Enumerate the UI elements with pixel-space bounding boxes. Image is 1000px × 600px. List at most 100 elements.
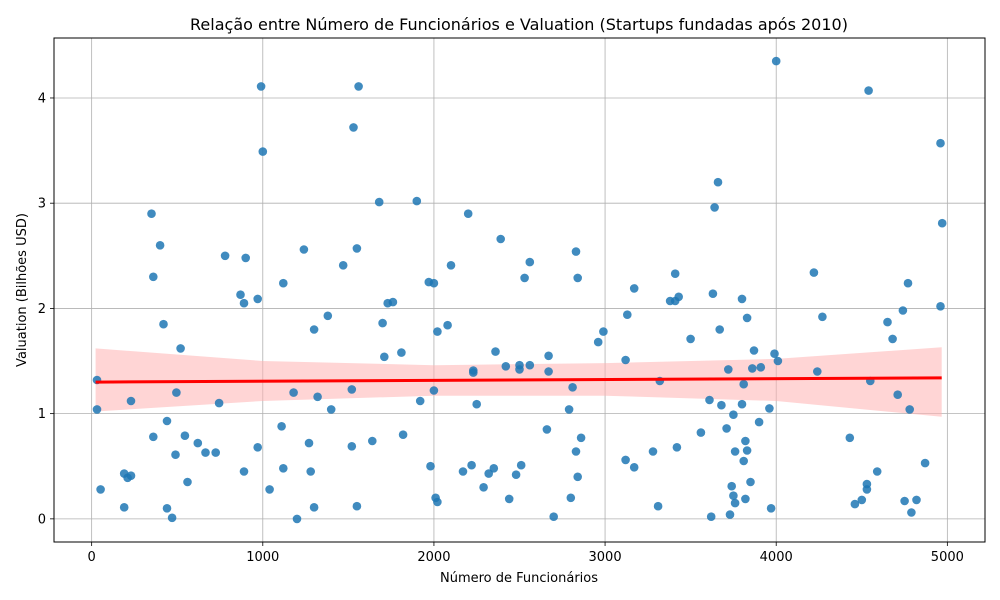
data-point <box>903 278 913 288</box>
data-point <box>236 290 245 300</box>
data-point <box>429 386 439 395</box>
data-point <box>742 313 752 323</box>
data-point <box>872 467 882 476</box>
data-point <box>241 253 250 263</box>
data-point <box>621 355 630 365</box>
data-point <box>621 455 630 465</box>
data-point <box>741 436 750 446</box>
data-point <box>162 416 172 426</box>
data-point <box>349 123 358 132</box>
data-point <box>501 362 511 371</box>
data-point <box>898 306 908 315</box>
data-point <box>729 491 738 501</box>
data-point <box>717 400 726 410</box>
x-tick-label: 2000 <box>417 550 450 565</box>
data-point <box>771 56 781 66</box>
data-point <box>253 294 262 304</box>
data-point <box>912 495 921 505</box>
data-point <box>544 351 553 361</box>
data-point <box>279 464 288 473</box>
data-point <box>277 422 286 431</box>
data-point <box>739 379 748 389</box>
data-point <box>180 431 190 441</box>
data-point <box>220 251 230 261</box>
data-point <box>511 470 521 480</box>
data-point <box>176 344 185 353</box>
data-point <box>504 494 514 504</box>
data-point <box>239 298 249 308</box>
data-point <box>149 432 158 442</box>
y-tick-label: 0 <box>38 512 46 527</box>
data-point <box>415 396 425 406</box>
data-point <box>845 433 855 443</box>
data-point <box>937 218 947 228</box>
data-point <box>326 405 336 414</box>
data-point <box>162 504 172 513</box>
x-axis-label: Número de Funcionários <box>440 571 598 586</box>
data-point <box>352 244 362 253</box>
data-point <box>809 268 819 277</box>
data-point <box>265 485 274 494</box>
data-point <box>347 442 357 451</box>
data-point <box>397 348 406 357</box>
data-point <box>193 438 203 448</box>
data-point <box>542 425 552 434</box>
data-point <box>756 363 766 372</box>
data-point <box>773 356 783 366</box>
data-point <box>426 461 435 471</box>
confidence-band <box>95 347 942 417</box>
data-point <box>857 495 867 505</box>
data-point <box>96 485 105 494</box>
data-point <box>893 390 902 400</box>
data-point <box>749 346 759 355</box>
data-point <box>708 289 718 299</box>
data-point <box>629 284 639 293</box>
data-point <box>725 510 735 519</box>
data-points <box>92 56 947 524</box>
data-point <box>253 443 262 452</box>
data-point <box>289 388 298 397</box>
data-point <box>313 392 322 402</box>
data-point <box>347 385 357 394</box>
data-point <box>706 512 716 521</box>
data-point <box>686 334 695 344</box>
data-point <box>742 446 752 455</box>
data-point <box>705 395 714 405</box>
data-point <box>674 292 683 302</box>
data-point <box>126 471 136 481</box>
data-point <box>724 365 733 374</box>
data-point <box>491 347 500 356</box>
data-point <box>299 245 309 254</box>
data-point <box>905 405 914 414</box>
data-point <box>715 325 724 334</box>
data-point <box>304 438 314 448</box>
data-point <box>737 294 747 304</box>
data-point <box>766 504 776 513</box>
chart-title: Relação entre Número de Funcionários e V… <box>190 15 848 34</box>
data-point <box>171 450 180 460</box>
data-point <box>258 147 268 156</box>
data-point <box>722 424 731 433</box>
data-point <box>484 469 494 478</box>
plot-frame <box>53 37 986 543</box>
data-point <box>126 396 136 406</box>
data-point <box>907 508 916 517</box>
data-point <box>306 467 316 476</box>
data-point <box>670 269 680 279</box>
y-axis-label: Valuation (Bilhões USD) <box>15 213 30 367</box>
data-point <box>201 448 210 457</box>
axis-ticks: 0 1000 2000 3000 4000 5000 0 1 2 3 4 <box>38 91 964 565</box>
data-point <box>520 273 529 283</box>
data-point <box>623 310 632 320</box>
data-point <box>352 501 362 511</box>
data-point <box>458 467 468 476</box>
data-point <box>378 318 387 328</box>
data-point <box>748 364 757 373</box>
data-point <box>900 496 909 506</box>
data-point <box>564 405 574 414</box>
data-point <box>648 447 658 456</box>
data-point <box>741 494 750 504</box>
x-tick-label: 4000 <box>760 550 793 565</box>
data-point <box>737 399 747 409</box>
